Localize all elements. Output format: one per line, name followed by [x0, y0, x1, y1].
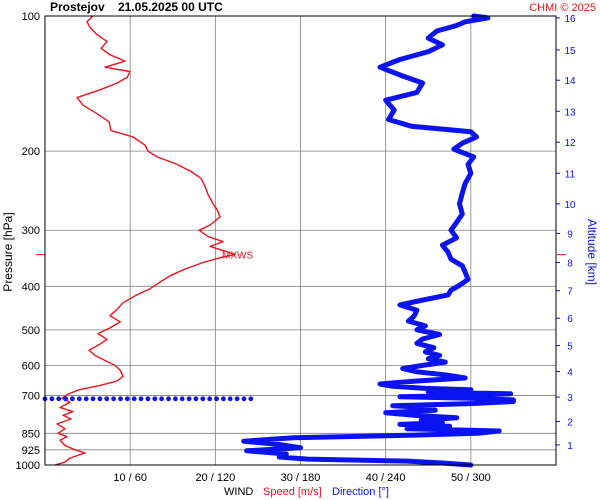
pressure-tick-label: 100: [22, 11, 40, 23]
wind-tick-label: 30 / 180: [281, 472, 321, 484]
altitude-tick-label: 10: [564, 200, 576, 211]
direction-dot: [131, 396, 137, 402]
direction-dot: [166, 396, 171, 402]
direction-dot: [56, 396, 62, 402]
altitude-tick-label: 1: [567, 441, 573, 452]
direction-dot: [186, 396, 192, 402]
direction-dot: [70, 396, 75, 402]
direction-dot: [159, 396, 165, 402]
direction-dot: [124, 396, 130, 402]
direction-dot: [104, 396, 110, 402]
direction-dot: [138, 396, 144, 402]
pressure-axis-label: Pressure [hPa]: [1, 212, 15, 291]
wind-tick-label: 10 / 60: [113, 472, 147, 484]
direction-axis-label: Direction [°]: [332, 486, 389, 498]
direction-dot: [111, 396, 116, 402]
wind-tick-label: 50 / 300: [451, 472, 491, 484]
pressure-tick-label: 700: [22, 390, 40, 402]
wind-axis-title: WIND: [224, 486, 253, 498]
direction-dot: [179, 396, 185, 402]
altitude-axis-label: Altitude [km]: [585, 219, 599, 285]
direction-dot: [200, 396, 206, 402]
pressure-tick-label: 850: [22, 428, 40, 440]
pressure-tick-label: 300: [22, 225, 40, 237]
plot-frame: [44, 15, 557, 466]
speed-axis-label: Speed [m/s]: [263, 486, 322, 498]
altitude-tick-label: 6: [567, 314, 573, 325]
pressure-axis-ticks: 100 200 300 400 500 600 700 850 925 1000: [16, 11, 40, 472]
wind-axis-ticks: 10 / 60 20 / 120 30 / 180 40 / 240 50 / 300: [113, 472, 490, 484]
direction-dot: [207, 396, 213, 402]
series-layer: [42, 13, 516, 468]
direction-profile-line: [241, 13, 516, 468]
pressure-tick-label: 500: [22, 325, 40, 337]
direction-dot: [49, 396, 55, 402]
wind-tick-label: 40 / 240: [366, 472, 406, 484]
station-name: Prostejov: [50, 0, 105, 14]
direction-dot: [152, 396, 158, 402]
direction-dot: [145, 396, 151, 402]
altitude-tick-label: 2: [567, 417, 573, 428]
direction-dot: [83, 396, 89, 402]
direction-dot: [118, 396, 123, 402]
altitude-tick-label: 16: [564, 14, 576, 25]
altitude-tick-label: 3: [567, 393, 573, 404]
altitude-tick-label: 15: [564, 46, 576, 57]
wind-tick-label: 20 / 120: [195, 472, 235, 484]
pressure-tick-label: 600: [22, 360, 40, 372]
altitude-tick-label: 8: [567, 259, 573, 270]
pressure-tick-label: 1000: [16, 460, 40, 472]
pressure-tick-label: 925: [22, 445, 40, 457]
altitude-tick-label: 9: [567, 229, 573, 240]
direction-dot: [214, 396, 219, 402]
pressure-tick-label: 400: [22, 281, 40, 293]
direction-dot: [193, 396, 199, 402]
mxws-label: MXWS: [222, 251, 253, 262]
direction-dot: [76, 396, 82, 402]
altitude-tick-label: 5: [567, 342, 573, 353]
altitude-tick-label: 14: [564, 76, 576, 87]
annotation-layer: MXWS: [36, 251, 566, 262]
credit-text: CHMI © 2025: [529, 2, 596, 14]
direction-dot: [97, 396, 103, 402]
direction-dot: [234, 396, 240, 402]
direction-dot: [173, 396, 178, 402]
altitude-tick-label: 11: [565, 169, 576, 180]
direction-dot: [241, 396, 247, 402]
speed-profile-line: [54, 15, 236, 466]
altitude-tick-label: 4: [567, 367, 573, 378]
sounding-datetime: 21.05.2025 00 UTC: [118, 0, 223, 14]
direction-dot: [221, 396, 226, 402]
direction-dot: [227, 396, 233, 402]
direction-dot: [63, 396, 68, 402]
altitude-tick-label: 12: [564, 138, 576, 149]
pressure-tick-label: 200: [22, 146, 40, 158]
altitude-tick-label: 7: [567, 287, 573, 298]
direction-dot: [90, 396, 96, 402]
altitude-tick-label: 13: [564, 107, 576, 118]
direction-dot: [248, 396, 254, 402]
